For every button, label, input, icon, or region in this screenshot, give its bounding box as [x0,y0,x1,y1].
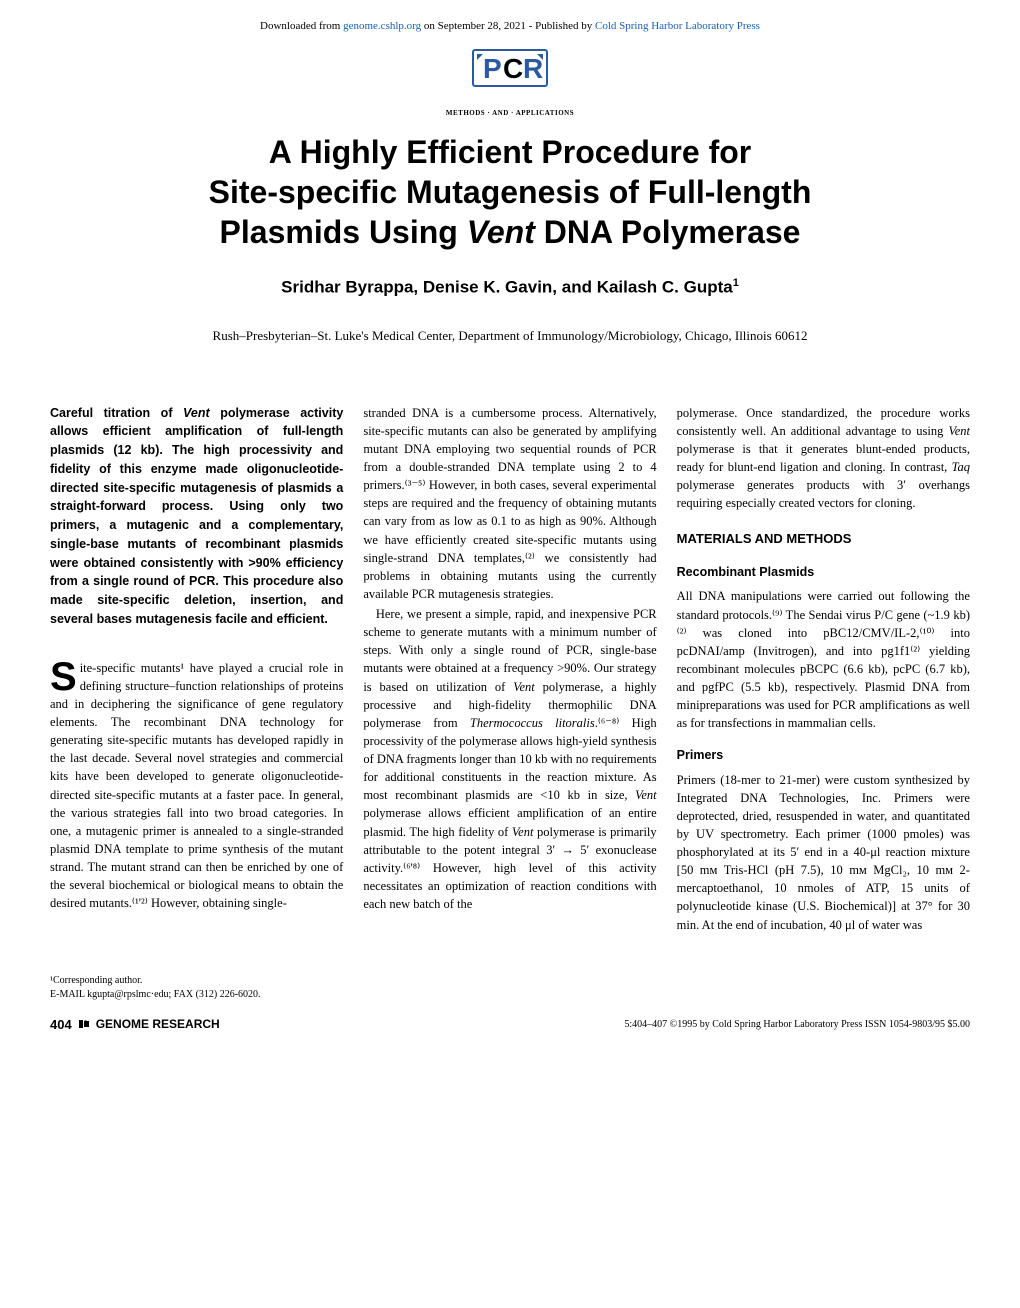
download-link-2[interactable]: Cold Spring Harbor Laboratory Press [595,20,760,32]
col2-p2-vent: Vent [513,680,535,694]
col2-p2-vent3: Vent [512,825,534,839]
corresponding-line-1: ¹Corresponding author. [50,974,970,988]
col2-paragraph-2: Here, we present a simple, rapid, and in… [363,605,656,913]
abstract-vent-italic: Vent [183,406,210,420]
body-paragraph-1: Site-specific mutants¹ have played a cru… [50,659,343,913]
col3-p1-c: polymerase generates products with 3′ ov… [677,478,970,510]
authors-line: Sridhar Byrappa, Denise K. Gavin, and Ka… [50,277,970,298]
col3-p1-vent: Vent [948,424,970,438]
col2-p2-vent2: Vent [635,788,657,802]
page-number: 404 [50,1017,72,1032]
affiliation-line: Rush–Presbyterian–St. Luke's Medical Cen… [50,328,970,344]
corresponding-author: ¹Corresponding author. E-MAIL kgupta@rps… [50,974,970,1002]
col3-p1-taq: Taq [952,460,970,474]
title-line-3b-italic: Vent [467,214,535,250]
dropcap-letter: S [50,661,77,693]
column-2: stranded DNA is a cumbersome process. Al… [363,404,656,934]
svg-text:C: C [503,53,523,84]
col3-p1-a: polymerase. Once standardized, the proce… [677,406,970,438]
abstract-text-a: Careful titration of [50,406,183,420]
svg-text:P: P [483,53,502,84]
pcr-logo-icon: P C R [465,42,555,102]
col3-paragraph-3: Primers (18-mer to 21-mer) were custom s… [677,771,970,934]
abstract-text-b: polymerase activity allows efficient amp… [50,406,343,626]
column-1: Careful titration of Vent polymerase act… [50,404,343,934]
copyright-line: 5:404–407 ©1995 by Cold Spring Harbor La… [624,1019,970,1030]
authors-text: Sridhar Byrappa, Denise K. Gavin, and Ka… [281,278,733,297]
col3-p1-b: polymerase is that it generates blunt-en… [677,442,970,474]
title-line-3c: DNA Polymerase [535,214,801,250]
title-line-3a: Plasmids Using [220,214,467,250]
corresponding-line-2: E-MAIL kgupta@rpslmc·edu; FAX (312) 226-… [50,988,970,1002]
col2-p2-thermo: Thermococcus litoralis [470,716,595,730]
col1-p1-text: ite-specific mutants¹ have played a cruc… [50,661,343,911]
section-heading-materials: MATERIALS AND METHODS [677,530,970,549]
logo-subtitle: METHODS · AND · APPLICATIONS [50,109,970,117]
abstract-block: Careful titration of Vent polymerase act… [50,404,343,629]
author-superscript: 1 [733,277,739,289]
subsection-heading-plasmids: Recombinant Plasmids [677,563,970,581]
download-link-1[interactable]: genome.cshlp.org [343,20,421,32]
footer-bar: 404 GENOME RESEARCH 5:404–407 ©1995 by C… [50,1017,970,1032]
title-line-1: A Highly Efficient Procedure for [269,134,751,170]
download-notice: Downloaded from genome.cshlp.org on Sept… [50,20,970,32]
subsection-heading-primers: Primers [677,746,970,764]
footer-area: ¹Corresponding author. E-MAIL kgupta@rps… [50,974,970,1032]
col3-paragraph-1: polymerase. Once standardized, the proce… [677,404,970,513]
thumb-icon [77,1017,91,1031]
column-3: polymerase. Once standardized, the proce… [677,404,970,934]
journal-name: GENOME RESEARCH [96,1017,220,1031]
article-title: A Highly Efficient Procedure for Site-sp… [50,132,970,252]
footer-left: 404 GENOME RESEARCH [50,1017,220,1032]
body-columns: Careful titration of Vent polymerase act… [50,404,970,934]
logo-container: P C R METHODS · AND · APPLICATIONS [50,42,970,117]
download-mid: on September 28, 2021 - Published by [421,20,595,32]
svg-text:R: R [523,53,543,84]
col2-paragraph-1: stranded DNA is a cumbersome process. Al… [363,404,656,603]
download-prefix: Downloaded from [260,20,343,32]
col3-paragraph-2: All DNA manipulations were carried out f… [677,587,970,732]
title-line-2: Site-specific Mutagenesis of Full-length [209,174,812,210]
